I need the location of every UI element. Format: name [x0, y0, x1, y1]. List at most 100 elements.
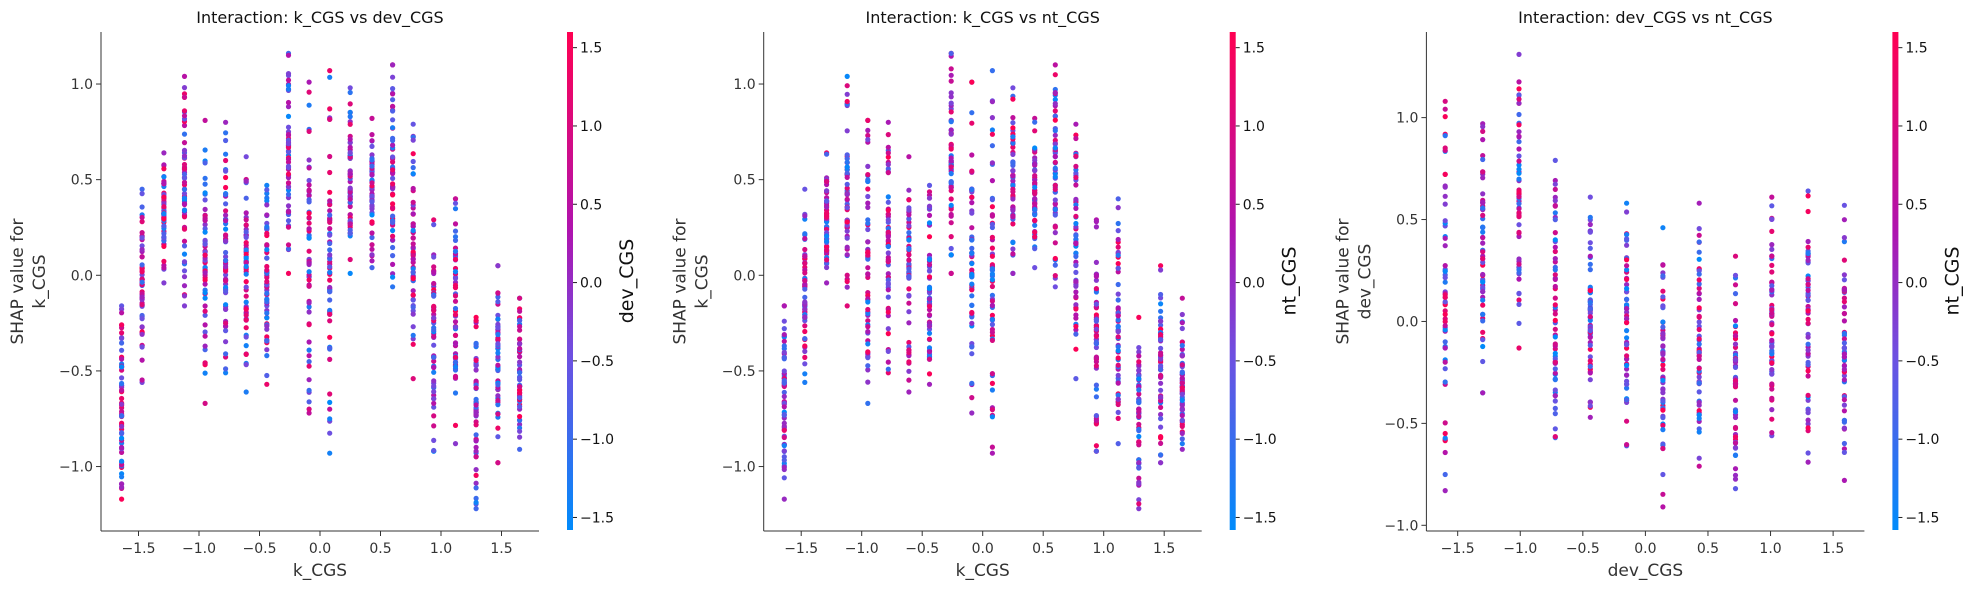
data-point — [1805, 281, 1811, 288]
data-point — [390, 74, 396, 80]
data-point — [119, 335, 125, 341]
data-point — [390, 137, 396, 144]
data-point — [1696, 305, 1702, 311]
data-point — [1732, 472, 1739, 478]
data-point — [390, 192, 396, 198]
data-point — [202, 241, 208, 247]
data-point — [202, 322, 208, 328]
data-point — [264, 323, 270, 329]
data-point — [865, 117, 871, 123]
data-point — [1516, 229, 1522, 235]
data-point — [264, 267, 270, 273]
data-point — [473, 444, 479, 450]
data-point — [865, 226, 871, 233]
data-point — [1052, 262, 1058, 268]
data-point — [327, 264, 333, 270]
data-point — [452, 298, 459, 304]
data-point — [347, 230, 353, 236]
data-point — [473, 499, 479, 506]
data-point — [1660, 294, 1666, 300]
data-point — [1115, 196, 1121, 202]
data-point — [223, 264, 229, 270]
data-point — [1732, 397, 1739, 403]
data-point — [306, 363, 312, 369]
data-point — [202, 175, 208, 181]
data-point — [1769, 381, 1775, 387]
data-point — [181, 122, 188, 129]
data-point — [285, 124, 292, 130]
data-point — [1516, 139, 1522, 145]
data-point — [243, 317, 249, 323]
data-point — [1093, 224, 1099, 230]
data-point — [1587, 194, 1593, 200]
data-point — [223, 249, 229, 256]
data-point — [1624, 353, 1630, 359]
data-point — [885, 199, 891, 205]
data-point — [161, 223, 167, 229]
data-point — [1732, 272, 1739, 278]
data-point — [369, 193, 375, 199]
data-point — [495, 263, 501, 269]
data-point — [243, 217, 249, 223]
data-point — [1805, 316, 1811, 322]
data-point — [1179, 423, 1185, 429]
data-point — [452, 221, 459, 227]
data-point — [517, 295, 523, 301]
data-point — [181, 207, 188, 213]
data-point — [181, 268, 188, 274]
data-point — [989, 197, 996, 203]
data-point — [223, 218, 229, 224]
data-point — [1624, 263, 1630, 269]
data-point — [802, 328, 808, 335]
data-point — [119, 322, 125, 328]
data-point — [1442, 366, 1448, 372]
data-point — [390, 261, 396, 267]
data-point — [948, 127, 954, 133]
data-point — [948, 90, 954, 96]
data-point — [495, 290, 501, 296]
data-point — [410, 241, 416, 247]
data-point — [1052, 224, 1058, 230]
data-point — [347, 203, 353, 210]
data-point — [139, 344, 145, 350]
data-point — [1805, 334, 1811, 340]
data-point — [1480, 337, 1486, 343]
data-point — [1480, 271, 1486, 278]
data-point — [306, 277, 312, 283]
data-point — [1660, 398, 1666, 404]
data-point — [181, 140, 188, 146]
data-point — [264, 255, 270, 261]
data-point — [410, 297, 416, 303]
data-point — [1660, 445, 1666, 452]
data-point — [1032, 128, 1038, 134]
data-point — [926, 381, 933, 387]
data-point — [1587, 334, 1593, 340]
data-point — [969, 293, 975, 299]
data-point — [264, 274, 270, 281]
data-point — [410, 288, 416, 294]
data-point — [1073, 289, 1079, 295]
data-point — [243, 251, 249, 257]
data-point — [989, 234, 996, 240]
y-tick-label: 0.0 — [1396, 314, 1418, 330]
data-point — [781, 343, 787, 349]
data-point — [1158, 452, 1164, 458]
data-point — [410, 292, 416, 298]
x-tick-label: 0.0 — [1634, 541, 1656, 557]
data-point — [1480, 318, 1486, 324]
data-point — [948, 196, 954, 202]
data-point — [1052, 128, 1058, 134]
data-point — [327, 318, 333, 324]
data-point — [781, 448, 787, 454]
data-point — [969, 152, 975, 158]
data-point — [452, 354, 459, 360]
data-point — [1052, 201, 1058, 207]
data-point — [243, 178, 249, 184]
data-point — [802, 253, 808, 259]
data-point — [1805, 351, 1811, 357]
data-point — [327, 307, 333, 313]
data-point — [1480, 390, 1486, 396]
data-point — [452, 248, 459, 254]
data-point — [1516, 189, 1522, 195]
data-point — [1516, 290, 1522, 296]
